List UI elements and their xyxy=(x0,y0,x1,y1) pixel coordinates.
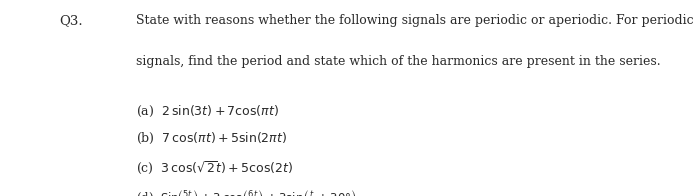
Text: Q3.: Q3. xyxy=(60,14,83,27)
Text: signals, find the period and state which of the harmonics are present in the ser: signals, find the period and state which… xyxy=(136,55,661,68)
Text: (a)  $2\,\sin(3t) + 7\cos(\pi t)$: (a) $2\,\sin(3t) + 7\cos(\pi t)$ xyxy=(136,104,279,119)
Text: (b)  $7\,\cos(\pi t) + 5\sin(2\pi t)$: (b) $7\,\cos(\pi t) + 5\sin(2\pi t)$ xyxy=(136,131,288,146)
Text: State with reasons whether the following signals are periodic or aperiodic. For : State with reasons whether the following… xyxy=(136,14,694,27)
Text: (d)  $\mathrm{Sin}\!\left(\frac{5t}{2}\right) + 3\,\cos\!\left(\frac{6t}{2}\righ: (d) $\mathrm{Sin}\!\left(\frac{5t}{2}\ri… xyxy=(136,188,357,196)
Text: (c)  $3\,\cos(\sqrt{2}t) + 5\cos(2t)$: (c) $3\,\cos(\sqrt{2}t) + 5\cos(2t)$ xyxy=(136,159,294,176)
